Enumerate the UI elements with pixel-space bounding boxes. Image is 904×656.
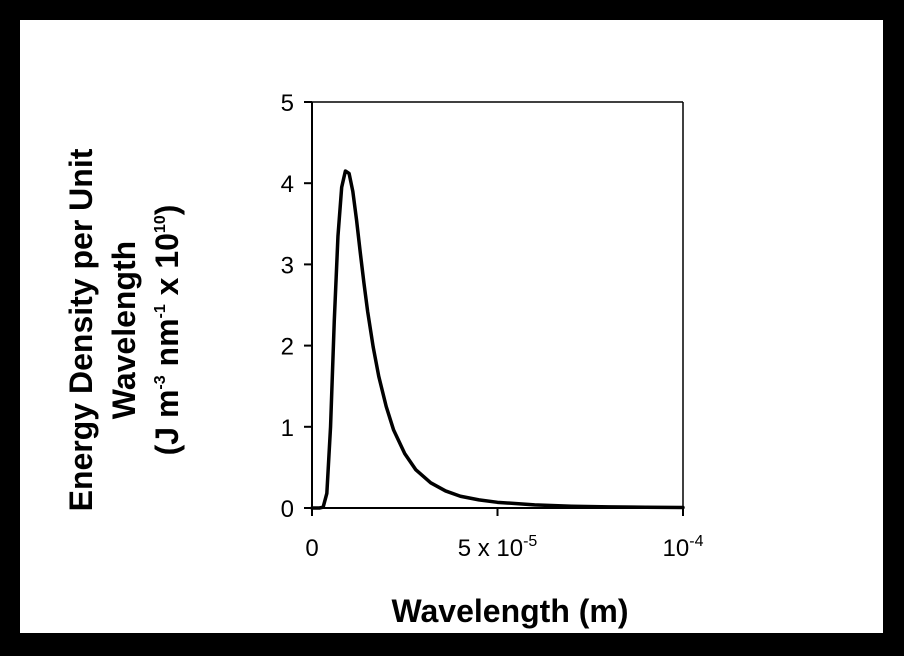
energy-density-curve xyxy=(310,169,685,510)
y-axis-title-line-3: (J m-3 nm-1 x 1010) xyxy=(149,205,185,456)
x-tick-label: 5 x 10-5 xyxy=(458,533,538,562)
y-axis-title: Energy Density per Unit Wavelength (J m-… xyxy=(63,148,185,511)
x-tick-label: 0 xyxy=(305,535,318,562)
y-tick-label: 0 xyxy=(281,496,294,523)
y-tick-label: 1 xyxy=(281,415,294,442)
y-axis-title-line-1: Energy Density per Unit xyxy=(63,148,99,511)
x-tick-label: 10-4 xyxy=(663,533,704,562)
y-tick-label: 5 xyxy=(281,90,294,117)
x-axis-title: Wavelength (m) xyxy=(391,593,628,629)
y-axis-title-line-2: Wavelength xyxy=(106,241,142,419)
x-ticks: 0 5 x 10-5 10-4 xyxy=(305,508,704,562)
chart-panel xyxy=(20,20,883,633)
y-tick-label: 3 xyxy=(281,252,294,279)
y-ticks: 0 1 2 3 4 5 xyxy=(281,90,312,523)
y-tick-label: 4 xyxy=(281,171,294,198)
y-tick-label: 2 xyxy=(281,334,294,361)
